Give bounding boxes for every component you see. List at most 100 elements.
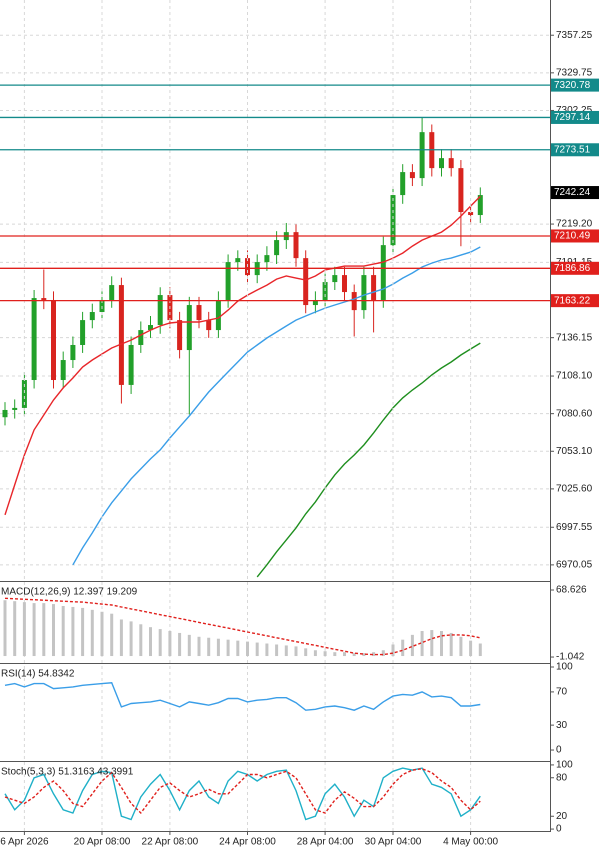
- macd-bar: [236, 640, 240, 657]
- candle-body: [400, 172, 406, 196]
- indicator-line: [4, 597, 481, 656]
- macd-bar: [362, 653, 366, 657]
- macd-bar: [129, 621, 133, 657]
- pane: [4, 682, 481, 711]
- y-tick-label: 6997.55: [556, 522, 593, 533]
- macd-bar: [90, 609, 94, 657]
- candle-body: [21, 380, 27, 408]
- macd-bar: [430, 630, 434, 657]
- macd-bar: [187, 634, 191, 657]
- candle-body: [303, 258, 309, 306]
- pane-label: Stoch(5,3,3) 51.3163 43.3991: [1, 767, 134, 778]
- indicator-line: [72, 246, 481, 566]
- price-level-label: 7297.14: [554, 112, 591, 123]
- x-tick-label: 24 Apr 08:00: [219, 837, 276, 848]
- macd-bar: [304, 648, 308, 657]
- candle-body: [264, 255, 270, 263]
- macd-bar: [158, 629, 162, 657]
- candle-body: [312, 299, 318, 306]
- pane: [0, 34, 550, 578]
- macd-bar: [197, 636, 201, 657]
- indicator-line: [4, 682, 481, 711]
- price-level-label: 7186.86: [554, 263, 591, 274]
- candle-body: [70, 344, 76, 361]
- macd-bar: [255, 642, 259, 657]
- candle-body: [2, 409, 8, 418]
- macd-bar: [381, 650, 385, 657]
- macd-bar: [469, 640, 473, 657]
- y-tick-label: 7108.10: [556, 371, 593, 382]
- price-level-label: 7320.78: [554, 80, 591, 91]
- y-tick-label: 7025.60: [556, 484, 593, 495]
- price-level-tag: [551, 78, 599, 92]
- macd-bar: [52, 604, 55, 657]
- pane: [4, 767, 481, 821]
- price-level-label: 7273.51: [554, 144, 591, 155]
- macd-bar: [207, 637, 211, 657]
- candle-body: [60, 360, 66, 381]
- macd-bar: [246, 641, 249, 657]
- candle-body: [477, 195, 483, 216]
- macd-bar: [22, 602, 26, 657]
- candle-body: [186, 305, 192, 351]
- candle-body: [31, 298, 37, 381]
- macd-bar: [410, 634, 414, 657]
- macd-bar: [216, 638, 220, 657]
- y-tick-label: 6970.05: [556, 560, 593, 571]
- macd-bar: [343, 652, 346, 657]
- macd-bar: [284, 645, 288, 657]
- price-level-label: 7210.49: [554, 231, 591, 242]
- x-tick-label: 6 Apr 2026: [0, 837, 49, 848]
- macd-bar: [226, 639, 230, 657]
- x-tick-label: 20 Apr 08:00: [74, 837, 131, 848]
- macd-bar: [352, 653, 356, 657]
- y-tick-label: -1.042: [556, 652, 585, 663]
- macd-bar: [32, 603, 36, 657]
- price-level-tag: [551, 143, 599, 157]
- candle-body: [206, 320, 212, 331]
- candle-body: [468, 212, 474, 216]
- candle-body: [361, 275, 367, 311]
- candle-body: [148, 325, 153, 331]
- macd-bar: [323, 651, 327, 657]
- macd-bar: [3, 600, 7, 657]
- y-tick-label: 7053.10: [556, 446, 593, 457]
- macd-bar: [42, 603, 46, 657]
- macd-bar: [372, 652, 376, 657]
- macd-bar: [478, 643, 482, 657]
- y-tick-label: 7329.75: [556, 67, 593, 78]
- x-tick-label: 4 May 00:00: [443, 837, 498, 848]
- y-tick-label: 7080.60: [556, 408, 593, 419]
- candle-body: [390, 195, 396, 246]
- macd-bar: [265, 643, 269, 657]
- pane: [3, 597, 482, 657]
- price-level-tag: [551, 294, 599, 308]
- candle-body: [138, 330, 144, 345]
- x-tick-label: 22 Apr 08:00: [142, 837, 199, 848]
- y-tick-label: 7357.25: [556, 30, 593, 41]
- candle-body: [51, 299, 56, 381]
- y-tick-label: 68.626: [556, 585, 587, 596]
- y-tick-label: 7136.15: [556, 332, 593, 343]
- candle-body: [342, 275, 347, 293]
- macd-bar: [178, 632, 182, 657]
- candle-body: [293, 232, 299, 259]
- candle-body: [80, 320, 86, 345]
- price-level-label: 7163.22: [554, 295, 591, 306]
- price-level-tag: [551, 229, 599, 243]
- candle-body: [177, 320, 183, 351]
- candle-body: [157, 295, 163, 326]
- candle-body: [274, 240, 280, 256]
- candle-body: [380, 245, 386, 300]
- y-tick-label: 7302.25: [556, 105, 593, 116]
- price-level-tag: [551, 110, 599, 124]
- y-tick-label: 0: [556, 745, 562, 756]
- candle-body: [118, 285, 124, 385]
- y-tick-label: 0: [556, 824, 562, 835]
- candle-body: [109, 285, 115, 300]
- macd-bar: [13, 601, 17, 657]
- candle-body: [41, 298, 47, 300]
- x-tick-label: 30 Apr 04:00: [365, 837, 422, 848]
- macd-bar: [119, 619, 123, 657]
- pane-label: MACD(12,26,9) 12.397 19.209: [1, 587, 138, 598]
